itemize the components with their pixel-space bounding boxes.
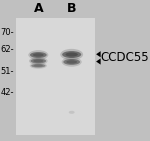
Text: 51-: 51- xyxy=(0,67,14,76)
Text: 42-: 42- xyxy=(0,88,14,97)
Text: 70-: 70- xyxy=(0,28,14,37)
Text: CCDC55: CCDC55 xyxy=(101,51,150,64)
Ellipse shape xyxy=(31,59,46,63)
Text: A: A xyxy=(33,2,43,15)
Ellipse shape xyxy=(66,52,78,57)
Ellipse shape xyxy=(63,59,80,65)
Text: B: B xyxy=(67,2,76,15)
Text: 62-: 62- xyxy=(0,45,14,54)
Ellipse shape xyxy=(30,63,47,69)
Ellipse shape xyxy=(29,57,48,65)
Ellipse shape xyxy=(69,111,75,114)
FancyBboxPatch shape xyxy=(16,18,95,135)
Ellipse shape xyxy=(28,50,48,60)
Ellipse shape xyxy=(66,60,77,64)
Ellipse shape xyxy=(60,49,83,60)
Polygon shape xyxy=(96,51,101,57)
Ellipse shape xyxy=(31,64,45,68)
Ellipse shape xyxy=(33,60,43,62)
Ellipse shape xyxy=(30,52,47,58)
Ellipse shape xyxy=(62,51,81,58)
Ellipse shape xyxy=(33,53,44,57)
Ellipse shape xyxy=(34,65,43,67)
Ellipse shape xyxy=(62,57,82,67)
Polygon shape xyxy=(96,58,101,65)
